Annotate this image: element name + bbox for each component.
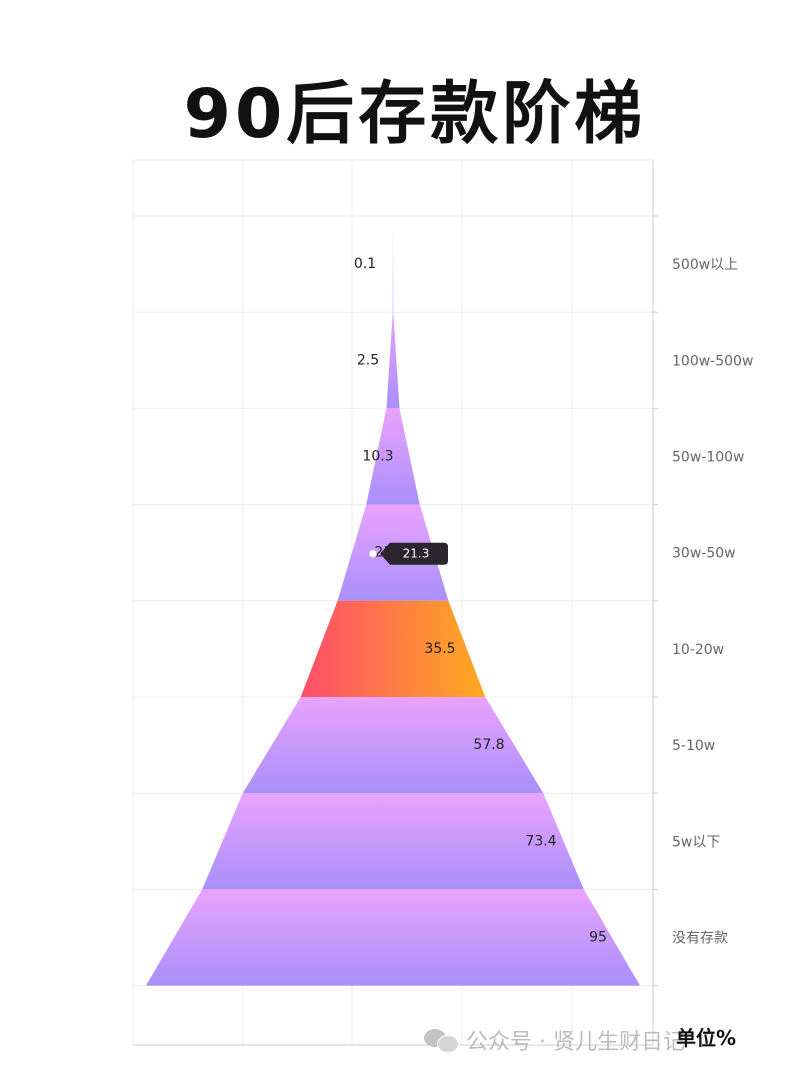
unit-label: 单位% bbox=[676, 1026, 737, 1050]
watermark-text: 公众号 · 贤儿生财日记 bbox=[466, 1030, 685, 1055]
category-label: 30w-50w bbox=[672, 546, 736, 562]
pyramid-band-5[interactable] bbox=[300, 600, 486, 697]
category-label: 5w以下 bbox=[672, 834, 720, 850]
pyramid-band-8[interactable] bbox=[146, 889, 640, 986]
data-label: 0.1 bbox=[354, 256, 376, 272]
pyramid-band-2[interactable] bbox=[386, 312, 400, 409]
data-label: 10.3 bbox=[362, 449, 393, 465]
pyramid-band-7[interactable] bbox=[202, 793, 584, 890]
wechat-icon bbox=[424, 1027, 459, 1053]
category-label: 10-20w bbox=[672, 642, 724, 658]
category-label: 5-10w bbox=[672, 738, 715, 754]
pyramid-band-6[interactable] bbox=[242, 697, 544, 794]
tooltip-box bbox=[380, 542, 448, 565]
tooltip-marker[interactable] bbox=[369, 549, 377, 558]
data-label: 35.5 bbox=[424, 641, 455, 657]
category-label: 50w-100w bbox=[672, 450, 745, 466]
category-label: 500w以上 bbox=[672, 257, 738, 273]
data-label: 2.5 bbox=[357, 352, 379, 368]
pyramid-band-1[interactable] bbox=[392, 216, 394, 313]
data-label: 95 bbox=[589, 930, 607, 946]
chart-title: 90后存款阶梯 bbox=[183, 75, 647, 154]
tooltip-value: 21.3 bbox=[403, 547, 430, 561]
pyramid-band-3[interactable] bbox=[366, 408, 420, 505]
category-label: 没有存款 bbox=[672, 931, 728, 947]
data-label: 57.8 bbox=[473, 737, 504, 753]
data-label: 73.4 bbox=[525, 833, 556, 849]
watermark: 公众号 · 贤儿生财日记 bbox=[424, 1024, 685, 1056]
category-label: 100w-500w bbox=[672, 353, 753, 369]
